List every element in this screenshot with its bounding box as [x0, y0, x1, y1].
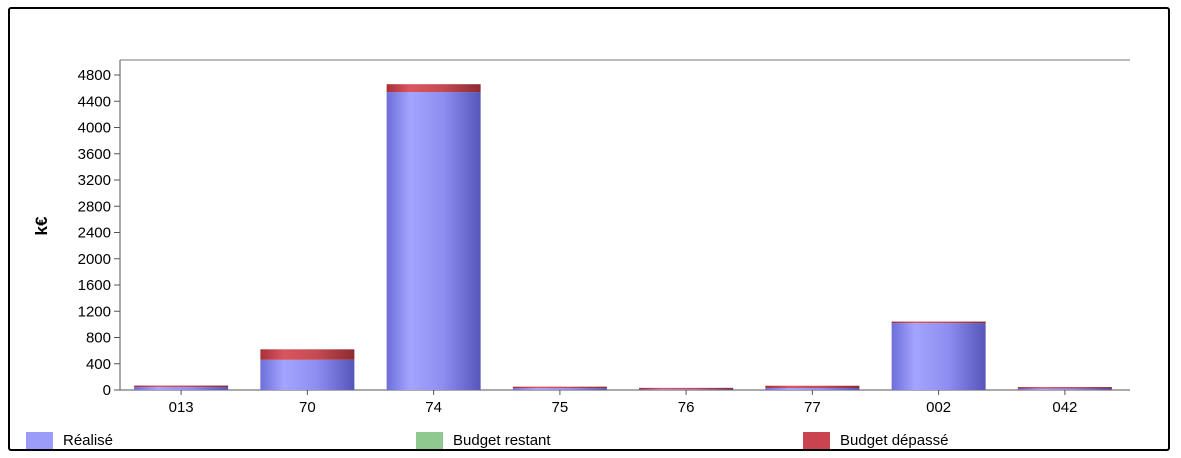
- bar-segment-013-budget-dépassé: [134, 385, 229, 388]
- bar-segment-75-budget-dépassé: [512, 386, 607, 389]
- y-tick-label: 2800: [78, 198, 111, 215]
- x-tick-label: 013: [169, 399, 194, 416]
- x-tick-label: 75: [552, 399, 569, 416]
- x-tick-label: 042: [1052, 399, 1077, 416]
- x-tick-label: 76: [678, 399, 695, 416]
- bar-segment-70-réalisé: [260, 359, 355, 390]
- bar-chart: 0 400 800 1200 1600 2000 2400 2800 3200 3600 4000 4…: [32, 59, 1130, 416]
- legend-swatch-budget-restant: [416, 431, 443, 449]
- bar-segment-74-réalisé: [386, 92, 481, 390]
- bar-segment-002-budget-dépassé: [891, 321, 986, 324]
- bar-segment-042-réalisé: [1017, 388, 1112, 390]
- bar-segment-70-budget-dépassé: [260, 349, 355, 360]
- x-tick-label: 70: [299, 399, 316, 416]
- y-tick-label: 1600: [78, 277, 111, 294]
- bar-segment-77-réalisé: [765, 388, 860, 390]
- y-tick-label: 800: [86, 330, 111, 347]
- y-tick-label: 1200: [78, 303, 111, 320]
- y-tick-label: 2000: [78, 251, 111, 268]
- y-tick-label: 3200: [78, 172, 111, 189]
- tick-labels: 0 400 800 1200 1600 2000 2400 2800 3200 3600 4000 4…: [78, 67, 1078, 416]
- legend-swatch-realise: [26, 431, 53, 449]
- y-tick-label: 2400: [78, 225, 111, 242]
- bar-segment-77-budget-dépassé: [765, 385, 860, 389]
- y-tick-label: 400: [86, 356, 111, 373]
- y-tick-label: 0: [103, 382, 111, 399]
- legend-label-budget-restant: Budget restant: [453, 431, 551, 449]
- y-axis-label: k€: [32, 216, 51, 235]
- bar-segment-75-réalisé: [512, 388, 607, 390]
- x-tick-label: 002: [926, 399, 951, 416]
- bar-segment-013-réalisé: [134, 387, 229, 390]
- bar-segment-042-budget-dépassé: [1017, 387, 1112, 389]
- x-tick-label: 77: [804, 399, 821, 416]
- y-tick-label: 3600: [78, 146, 111, 163]
- x-tick-label: 74: [425, 399, 442, 416]
- bar-segment-76-budget-dépassé: [639, 387, 734, 390]
- legend-item-budget-restant: Budget restant: [416, 429, 551, 451]
- legend-swatch-budget-depasse: [803, 431, 830, 449]
- legend-label-realise: Réalisé: [63, 431, 114, 449]
- bars: [134, 84, 1112, 390]
- legend-item-budget-depasse: Budget dépassé: [803, 429, 948, 451]
- legend-label-budget-depasse: Budget dépassé: [840, 431, 949, 449]
- y-tick-label: 4800: [78, 67, 111, 84]
- legend-item-realise: Réalisé: [26, 429, 113, 451]
- y-tick-label: 4400: [78, 93, 111, 110]
- y-tick-label: 4000: [78, 120, 111, 137]
- bar-segment-002-réalisé: [891, 323, 986, 390]
- bar-segment-74-budget-dépassé: [386, 84, 481, 93]
